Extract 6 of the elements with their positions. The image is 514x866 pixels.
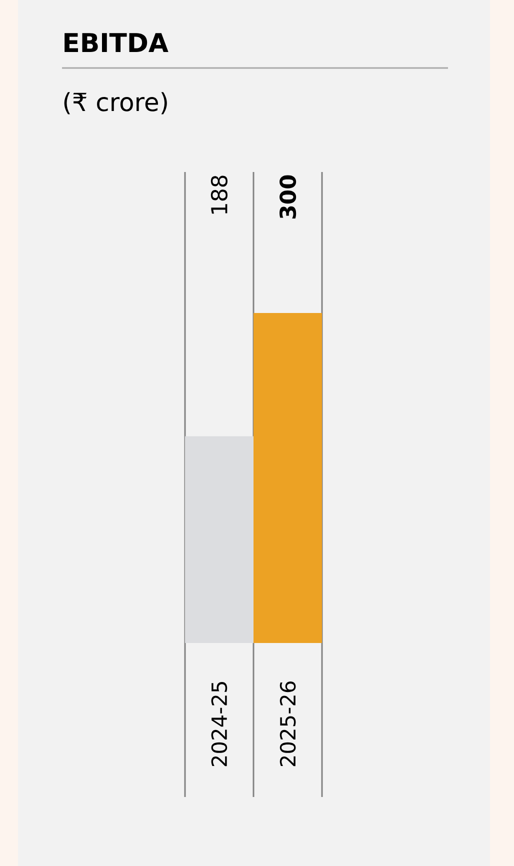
- data-label: 300: [280, 175, 296, 218]
- chart-title: EBITDA: [64, 33, 168, 52]
- x-tick-label: 2024-25: [211, 682, 228, 766]
- chart-subtitle: (₹ crore): [64, 92, 167, 114]
- x-tick-label: 2025-26: [280, 682, 296, 766]
- data-label: 188: [210, 176, 228, 214]
